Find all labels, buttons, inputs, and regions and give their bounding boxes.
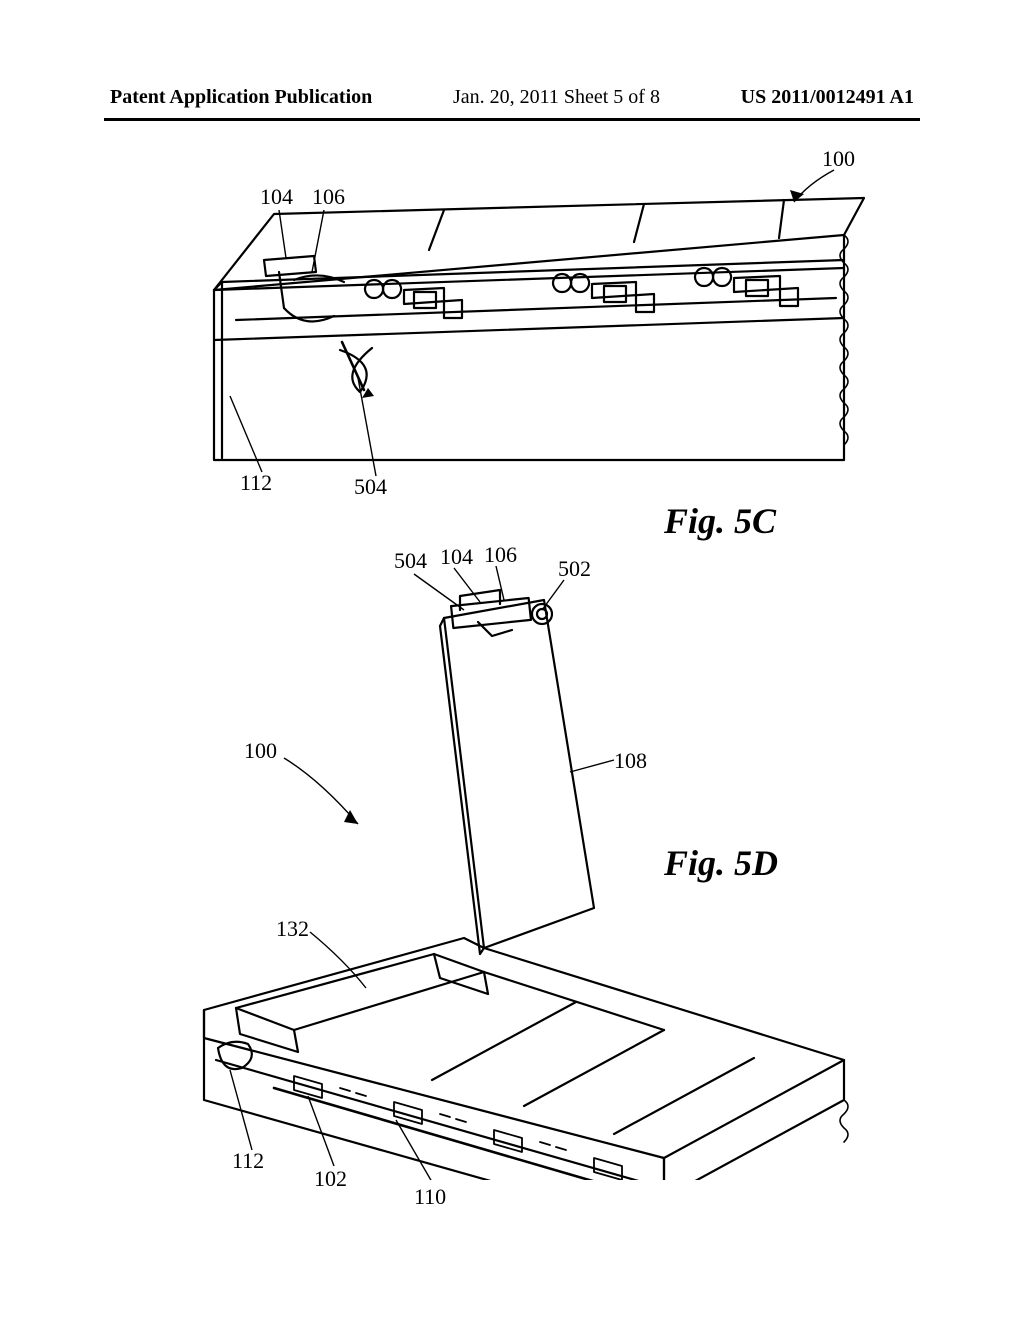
header-rule: [104, 118, 920, 121]
ref-100-5c: 100: [822, 146, 855, 172]
header-center: Jan. 20, 2011 Sheet 5 of 8: [453, 86, 660, 109]
fig-5c-drawing: [144, 140, 884, 520]
page-header: Patent Application Publication Jan. 20, …: [0, 86, 1024, 109]
ref-106-5c: 106: [312, 184, 345, 210]
header-left: Patent Application Publication: [110, 86, 372, 109]
ref-502-5d: 502: [558, 556, 591, 582]
ref-132-5d: 132: [276, 916, 309, 942]
figure-area: 100 104 106 112 504 Fig. 5C: [144, 140, 884, 1200]
ref-112-5d: 112: [232, 1148, 264, 1174]
ref-110-5d: 110: [414, 1184, 446, 1210]
fig-5c-label: Fig. 5C: [664, 500, 776, 542]
ref-100-5d: 100: [244, 738, 277, 764]
ref-112-5c: 112: [240, 470, 272, 496]
ref-504-5d: 504: [394, 548, 427, 574]
ref-104-5c: 104: [260, 184, 293, 210]
ref-504-5c: 504: [354, 474, 387, 500]
fig-5d-label: Fig. 5D: [664, 842, 778, 884]
ref-102-5d: 102: [314, 1166, 347, 1192]
ref-106-5d: 106: [484, 542, 517, 568]
ref-108-5d: 108: [614, 748, 647, 774]
ref-104-5d: 104: [440, 544, 473, 570]
page: Patent Application Publication Jan. 20, …: [0, 0, 1024, 1320]
header-right: US 2011/0012491 A1: [741, 86, 914, 109]
